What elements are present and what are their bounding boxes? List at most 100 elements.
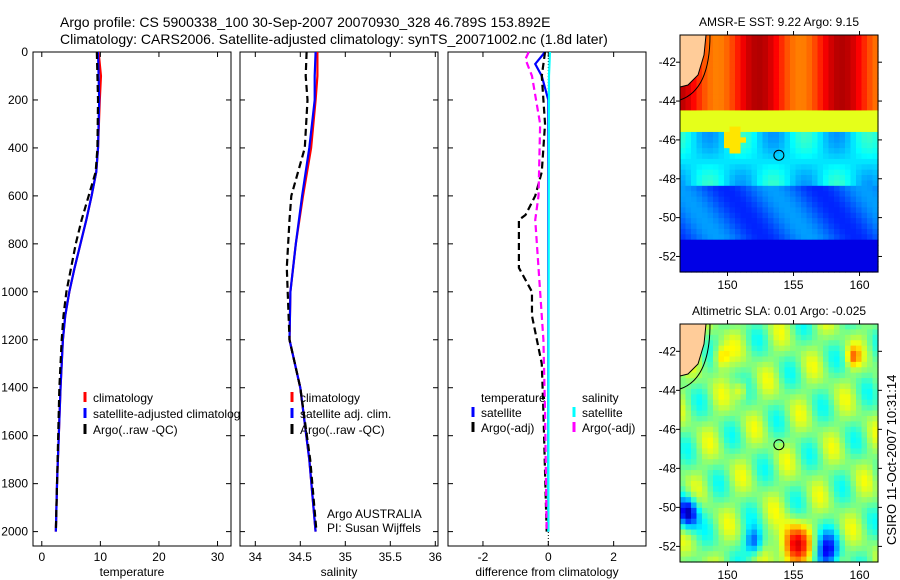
map-cell: [713, 545, 720, 552]
map-cell: [773, 40, 780, 47]
map-cell: [773, 448, 780, 455]
map-cell: [861, 356, 868, 363]
map-cell: [801, 169, 808, 176]
map-cell: [691, 502, 698, 509]
map-cell: [718, 383, 725, 390]
map-cell: [867, 518, 874, 525]
map-cell: [806, 470, 813, 477]
map-cell: [795, 51, 802, 58]
map-cell: [757, 361, 764, 368]
map-cell: [839, 223, 846, 230]
map-cell: [729, 239, 736, 246]
map-cell: [685, 255, 692, 262]
map-cell: [762, 383, 769, 390]
map-cell: [856, 212, 863, 219]
map-cell: [817, 218, 824, 225]
map-cell: [740, 378, 747, 385]
map-cell: [680, 126, 687, 133]
map-cell: [746, 470, 753, 477]
y-tick-label: 1600: [1, 429, 28, 443]
map-cell: [817, 448, 824, 455]
map-cell: [828, 486, 835, 493]
map-cell: [757, 529, 764, 536]
map-cell: [713, 223, 720, 230]
map-cell: [845, 356, 852, 363]
map-cell: [790, 51, 797, 58]
legend-header: salinity: [582, 391, 619, 405]
map-cell: [839, 131, 846, 138]
map-cell: [867, 94, 874, 101]
map-cell: [817, 245, 824, 252]
map-cell: [696, 234, 703, 241]
map-cell: [724, 99, 731, 106]
map-cell: [773, 223, 780, 230]
map-cell: [735, 443, 742, 450]
map-cell: [735, 545, 742, 552]
map-cell: [740, 207, 747, 214]
map-cell: [724, 142, 731, 149]
map-cell: [768, 115, 775, 122]
map-cell: [779, 88, 786, 95]
map-cell: [817, 67, 824, 74]
map-cell: [834, 426, 841, 433]
map-cell: [828, 394, 835, 401]
map-cell: [768, 245, 775, 252]
map-cell: [872, 540, 879, 547]
map-cell: [872, 432, 879, 439]
map-cell: [817, 169, 824, 176]
map-cell: [845, 207, 852, 214]
map-cell: [867, 399, 874, 406]
map-cell: [861, 345, 868, 352]
map-cell: [867, 361, 874, 368]
map-cell: [685, 534, 692, 541]
map-cell: [724, 432, 731, 439]
map-cell: [856, 51, 863, 58]
map-cell: [751, 261, 758, 268]
map-cell: [850, 234, 857, 241]
map-cell: [839, 410, 846, 417]
map-cell: [740, 443, 747, 450]
map-cell: [856, 545, 863, 552]
map-cell: [729, 345, 736, 352]
map-cell: [817, 201, 824, 208]
map-cell: [707, 121, 714, 128]
map-cell: [872, 480, 879, 487]
map-cell: [724, 245, 731, 252]
map-cell: [768, 453, 775, 460]
map-cell: [691, 158, 698, 165]
map-cell: [806, 551, 813, 558]
map-cell: [757, 175, 764, 182]
map-cell: [801, 480, 808, 487]
map-cell: [740, 480, 747, 487]
map-cell: [823, 421, 830, 428]
map-cell: [784, 378, 791, 385]
map-cell: [746, 99, 753, 106]
map-cell: [735, 164, 742, 171]
map-cell: [751, 545, 758, 552]
map-cell: [702, 94, 709, 101]
map-cell: [828, 475, 835, 482]
map-cell: [839, 513, 846, 520]
map-cell: [839, 196, 846, 203]
map-cell: [872, 513, 879, 520]
map-cell: [823, 529, 830, 536]
map-cell: [707, 345, 714, 352]
map-cell: [828, 245, 835, 252]
map-cell: [696, 475, 703, 482]
map-cell: [729, 507, 736, 514]
map-cell: [861, 88, 868, 95]
map-cell: [861, 534, 868, 541]
map-cell: [812, 239, 819, 246]
map-cell: [812, 137, 819, 144]
map-cell: [696, 388, 703, 395]
map-cell: [702, 345, 709, 352]
map-cell: [713, 513, 720, 520]
map-cell: [839, 367, 846, 374]
map-cell: [768, 212, 775, 219]
map-cell: [702, 158, 709, 165]
map-cell: [861, 255, 868, 262]
map-cell: [790, 448, 797, 455]
map-cell: [691, 131, 698, 138]
map-cell: [680, 432, 687, 439]
